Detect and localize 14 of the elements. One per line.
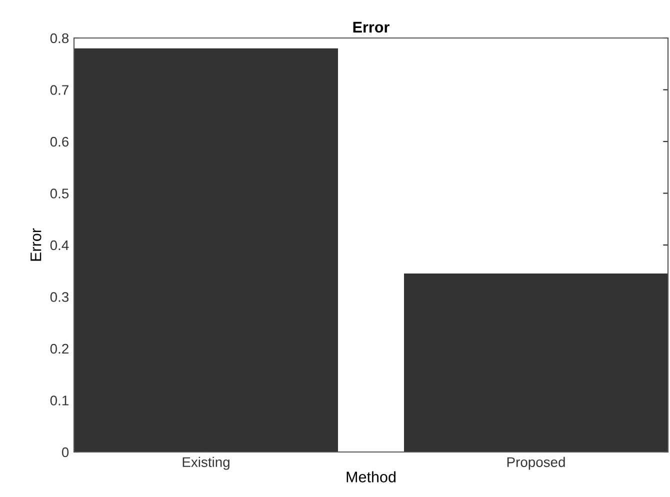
y-tick-label: 0.3 (50, 292, 69, 302)
y-axis-title: Error (30, 228, 42, 261)
y-tick-label: 0.7 (50, 85, 68, 95)
y-tick-label: 0.1 (50, 396, 68, 406)
x-tick-label: Proposed (507, 456, 565, 470)
x-axis-title: Method (346, 471, 396, 482)
y-tick-label: 0.4 (50, 240, 69, 250)
y-tick-label: 0 (62, 447, 69, 458)
y-tick-label: 0.5 (50, 188, 69, 198)
y-tick-label: 0.2 (50, 344, 68, 354)
y-tick-label: 0.8 (50, 33, 69, 44)
chart-title: Error (353, 22, 390, 33)
y-tick-label: 0.6 (50, 136, 69, 147)
x-tick-label: Existing (182, 456, 230, 470)
